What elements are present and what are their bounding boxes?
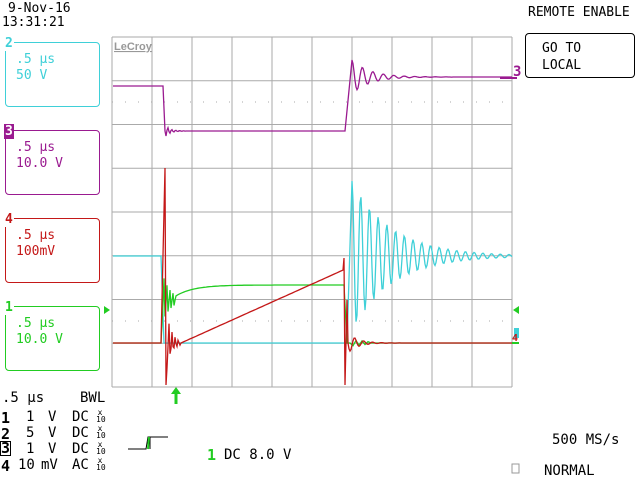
trigger-position-arrow	[171, 387, 181, 404]
probe-attenuation: x 10	[96, 456, 106, 472]
channel-1-trace	[113, 278, 512, 347]
channel-2-trace	[113, 180, 513, 344]
trigger-slope-icon	[128, 436, 168, 450]
sample-rate: 500 MS/s	[552, 432, 620, 448]
channel-number: 4	[4, 212, 14, 227]
channel-4-trace	[113, 167, 512, 386]
trigger-level-left-marker	[104, 306, 110, 314]
channel-3-box[interactable]: 3 .5 µs 10.0 V	[4, 124, 100, 195]
channel-number: 1	[4, 300, 14, 315]
channel-timebase: .5 µs	[16, 316, 56, 331]
go-to-local-button[interactable]: GO TO LOCAL	[525, 33, 635, 78]
time: 13:31:21	[2, 15, 65, 30]
channel-scale: 10.0 V	[16, 332, 63, 347]
bwl-label: BWL	[80, 390, 106, 406]
channel-timebase: .5 µs	[16, 140, 56, 155]
probe-attenuation: x 10	[96, 408, 106, 424]
timebase-value: .5 µs	[2, 390, 45, 406]
channel-3-marker: 3	[513, 64, 521, 80]
channel-scale: 100mV	[16, 244, 56, 259]
probe-attenuation: x 10	[96, 440, 106, 456]
channel-scale: 10.0 V	[16, 156, 63, 171]
go-to-local-label-2: LOCAL	[542, 58, 582, 73]
channel-number: 2	[4, 36, 14, 51]
channel-2-box[interactable]: 2 .5 µs 50 V	[4, 36, 100, 107]
channel-4-marker: 4	[512, 333, 518, 344]
channel-1-box[interactable]: 1 .5 µs 10.0 V	[4, 300, 100, 371]
channel-number: 3	[4, 124, 14, 139]
trigger-coupling-level: DC 8.0 V	[224, 447, 292, 463]
channel-4-box[interactable]: 4 .5 µs 100mV	[4, 212, 100, 283]
channel-timebase: .5 µs	[16, 52, 56, 67]
channel-scale: 50 V	[16, 68, 48, 83]
probe-attenuation: x 10	[96, 424, 106, 440]
channel-timebase: .5 µs	[16, 228, 56, 243]
trigger-mode: NORMAL	[544, 463, 595, 479]
channel-2-ground-marker	[514, 328, 519, 338]
trigger-source: 1	[207, 446, 217, 464]
acquisition-status-box	[511, 463, 520, 474]
lecroy-logo: LeCroy	[114, 41, 153, 53]
trigger-level-right-marker	[513, 306, 519, 314]
channel-3-trace	[113, 59, 512, 137]
date: 9-Nov-16	[8, 1, 71, 16]
remote-status: REMOTE ENABLE	[528, 5, 630, 20]
go-to-local-label-1: GO TO	[542, 41, 582, 56]
